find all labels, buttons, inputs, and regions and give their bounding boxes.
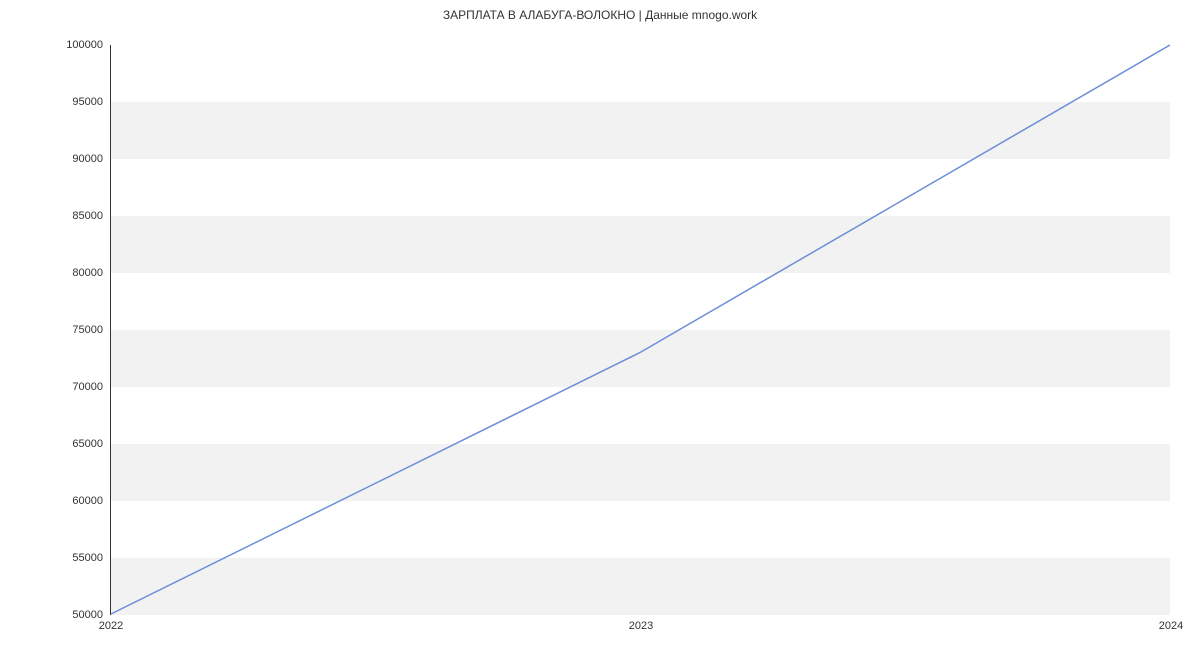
- y-tick-label: 90000: [72, 153, 111, 165]
- plot-area: 5000055000600006500070000750008000085000…: [110, 45, 1170, 615]
- y-tick-label: 60000: [72, 495, 111, 507]
- y-tick-label: 70000: [72, 381, 111, 393]
- x-tick-label: 2024: [1159, 614, 1183, 632]
- x-tick-label: 2022: [99, 614, 123, 632]
- line-layer: [111, 45, 1170, 614]
- series-line: [111, 45, 1170, 614]
- y-tick-label: 85000: [72, 210, 111, 222]
- y-tick-label: 55000: [72, 552, 111, 564]
- x-tick-label: 2023: [629, 614, 653, 632]
- y-tick-label: 95000: [72, 96, 111, 108]
- y-tick-label: 80000: [72, 267, 111, 279]
- chart-container: ЗАРПЛАТА В АЛАБУГА-ВОЛОКНО | Данные mnog…: [0, 0, 1200, 650]
- y-tick-label: 100000: [66, 39, 111, 51]
- y-tick-label: 65000: [72, 438, 111, 450]
- y-tick-label: 75000: [72, 324, 111, 336]
- chart-title: ЗАРПЛАТА В АЛАБУГА-ВОЛОКНО | Данные mnog…: [0, 8, 1200, 22]
